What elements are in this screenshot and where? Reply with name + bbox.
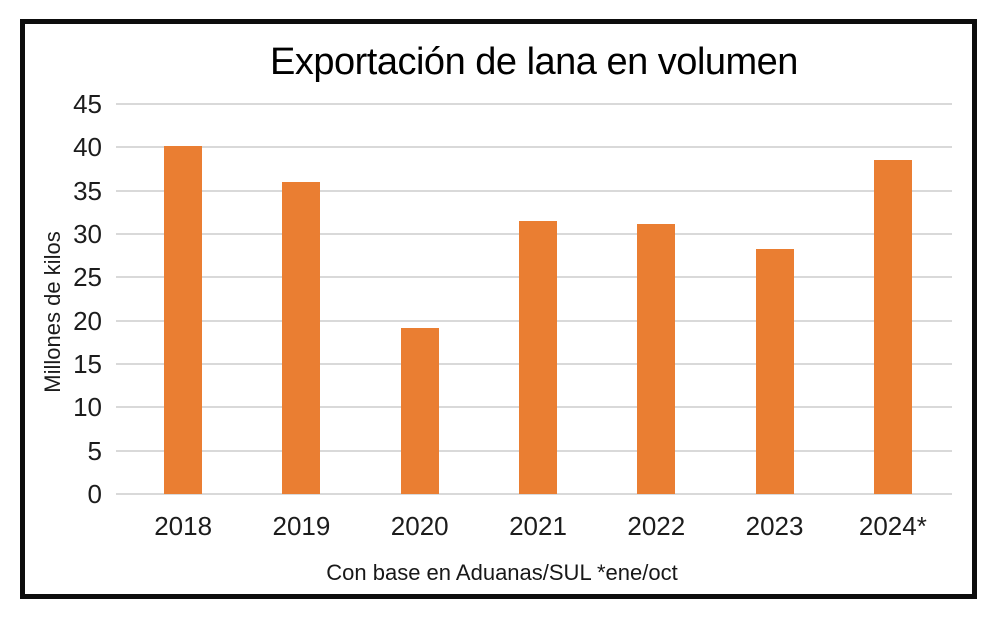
gridline (116, 189, 952, 192)
x-tick-label: 2020 (390, 511, 449, 541)
y-tick-label: 5 (87, 435, 102, 466)
bar-2018 (164, 146, 203, 494)
x-tick-label: 2021 (509, 511, 567, 541)
y-tick-label: 20 (73, 305, 102, 336)
bar-2021 (519, 221, 557, 494)
x-axis-tick-labels: 2018 2019 2020 2021 2022 2023 2024* (124, 510, 952, 544)
y-tick-label: 10 (73, 392, 102, 423)
y-tick-label: 35 (73, 175, 102, 206)
bar-2022 (637, 224, 676, 494)
bar-2023 (755, 248, 794, 494)
gridline (116, 493, 952, 495)
bars (116, 104, 952, 494)
y-tick-label: 15 (73, 349, 102, 379)
y-tick-label: 30 (73, 219, 102, 249)
x-tick-label: 2019 (272, 511, 331, 541)
y-tick-label: 0 (87, 479, 102, 509)
gridline (116, 103, 952, 105)
x-tick-label: 2023 (745, 511, 804, 541)
chart-frame: Exportación de lana en volumen Millones … (20, 19, 977, 599)
bar-2020 (400, 328, 439, 494)
y-tick-label: 45 (73, 89, 102, 119)
chart-title: Exportación de lana en volumen (270, 41, 798, 83)
x-axis-note: Con base en Aduanas/SUL *ene/oct (326, 560, 678, 585)
y-axis-tick-labels: 0 5 10 15 20 25 30 35 40 45 (25, 24, 102, 594)
x-tick-label: 2018 (154, 511, 213, 541)
x-tick-label: 2022 (627, 511, 686, 541)
bar-2024 (873, 160, 912, 494)
bar-2019 (282, 182, 321, 494)
plot-area (116, 103, 952, 495)
y-tick-label: 40 (73, 132, 102, 163)
gridline (116, 146, 952, 149)
y-tick-label: 25 (73, 262, 102, 293)
x-tick-label: 2024* (858, 511, 927, 541)
